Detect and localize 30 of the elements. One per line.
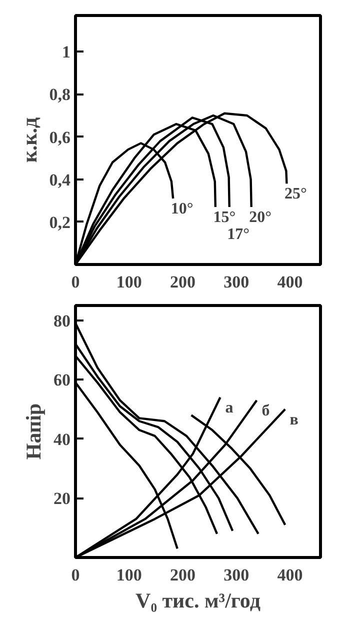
y-axis-title: Напір xyxy=(22,403,46,460)
y-axis-title: к.к.д xyxy=(17,116,42,163)
series-label: 20° xyxy=(249,209,272,226)
x-tick-label: 0 xyxy=(71,566,80,584)
series-label: б xyxy=(262,402,270,420)
x-tick-label: 0 xyxy=(71,272,80,292)
x-tick-label: 100 xyxy=(116,272,142,292)
y-tick-label: 60 xyxy=(54,370,70,390)
series-label: 17° xyxy=(227,226,250,244)
x-tick-label: 100 xyxy=(116,566,142,584)
series-label: 10° xyxy=(170,200,194,218)
y-tick-label: 0,6 xyxy=(49,128,70,147)
y-tick-label: 1 xyxy=(62,42,70,62)
y-tick-label: 20 xyxy=(54,489,70,508)
x-axis-title: V₀ тис. м³/год xyxy=(136,588,261,612)
series-label: 15° xyxy=(213,209,236,226)
series-label: в xyxy=(290,411,299,428)
y-tick-label: 80 xyxy=(54,311,70,330)
x-tick-label: 300 xyxy=(224,272,250,292)
series-label: а xyxy=(225,399,234,416)
x-tick-label: 200 xyxy=(170,272,196,292)
series-label: 25° xyxy=(284,186,307,203)
x-tick-label: 200 xyxy=(170,566,196,584)
y-tick-label: 0,8 xyxy=(49,85,70,104)
y-tick-label: 0,4 xyxy=(49,170,71,190)
y-tick-label: 40 xyxy=(54,430,70,449)
y-tick-label: 0,2 xyxy=(49,212,70,232)
x-tick-label: 300 xyxy=(224,566,250,584)
x-tick-label: 400 xyxy=(277,272,303,292)
x-tick-label: 400 xyxy=(277,566,303,584)
